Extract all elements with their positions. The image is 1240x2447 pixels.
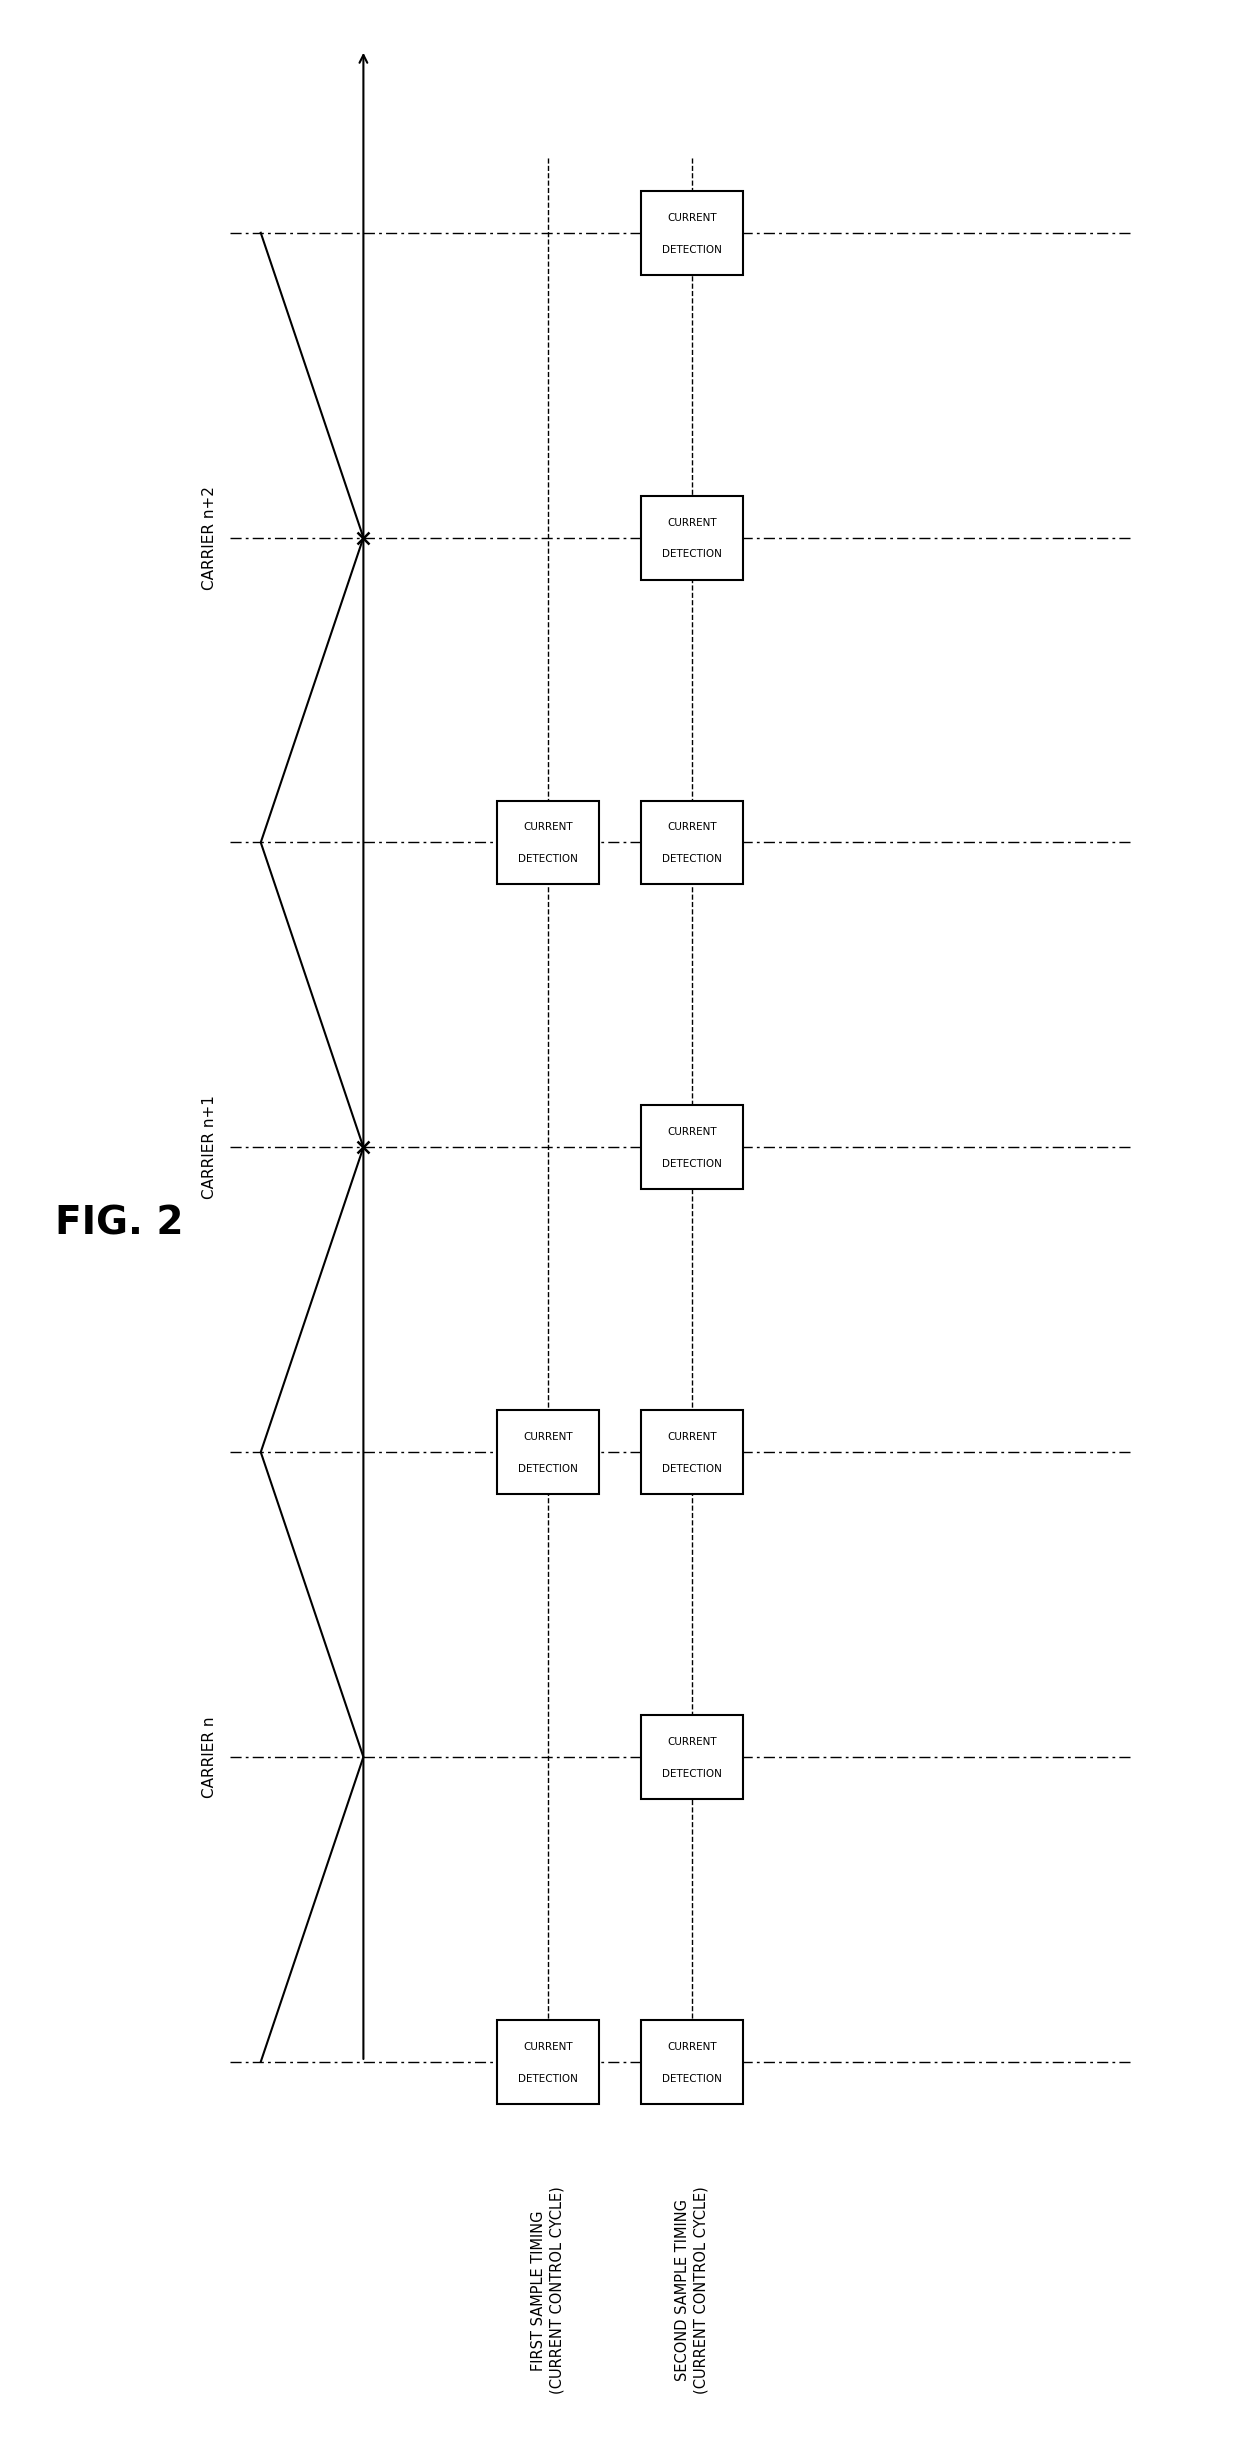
Text: CARRIER n+1: CARRIER n+1	[202, 1096, 217, 1199]
Bar	[641, 2019, 743, 2104]
Text: CURRENT: CURRENT	[523, 1431, 573, 1441]
Bar	[641, 497, 743, 580]
Text: CURRENT: CURRENT	[667, 516, 717, 529]
Text: DETECTION: DETECTION	[662, 245, 722, 254]
Bar	[641, 800, 743, 883]
Text: DETECTION: DETECTION	[662, 854, 722, 864]
Text: CARRIER n+2: CARRIER n+2	[202, 485, 217, 590]
Text: CARRIER n: CARRIER n	[202, 1715, 217, 1799]
Text: DETECTION: DETECTION	[518, 854, 578, 864]
Text: CURRENT: CURRENT	[667, 1431, 717, 1441]
Bar	[497, 2019, 599, 2104]
Bar	[641, 1106, 743, 1189]
Text: DETECTION: DETECTION	[518, 2073, 578, 2082]
Text: CURRENT: CURRENT	[523, 822, 573, 832]
Bar	[641, 1715, 743, 1799]
Text: CURRENT: CURRENT	[667, 1128, 717, 1138]
Text: CURRENT: CURRENT	[667, 213, 717, 223]
Bar	[497, 1409, 599, 1495]
Text: CURRENT: CURRENT	[523, 2041, 573, 2051]
Text: CURRENT: CURRENT	[667, 2041, 717, 2051]
Text: DETECTION: DETECTION	[662, 551, 722, 560]
Bar	[641, 1409, 743, 1495]
Bar	[497, 800, 599, 883]
Text: CURRENT: CURRENT	[667, 1737, 717, 1747]
Bar	[641, 191, 743, 274]
Text: FIRST SAMPLE TIMING
(CURRENT CONTROL CYCLE): FIRST SAMPLE TIMING (CURRENT CONTROL CYC…	[532, 2188, 565, 2393]
Text: DETECTION: DETECTION	[518, 1463, 578, 1473]
Text: SECOND SAMPLE TIMING
(CURRENT CONTROL CYCLE): SECOND SAMPLE TIMING (CURRENT CONTROL CY…	[675, 2188, 708, 2393]
Text: DETECTION: DETECTION	[662, 1463, 722, 1473]
Text: CURRENT: CURRENT	[667, 822, 717, 832]
Text: DETECTION: DETECTION	[662, 1160, 722, 1170]
Text: DETECTION: DETECTION	[662, 2073, 722, 2082]
Text: FIG. 2: FIG. 2	[56, 1204, 184, 1243]
Text: DETECTION: DETECTION	[662, 1769, 722, 1779]
